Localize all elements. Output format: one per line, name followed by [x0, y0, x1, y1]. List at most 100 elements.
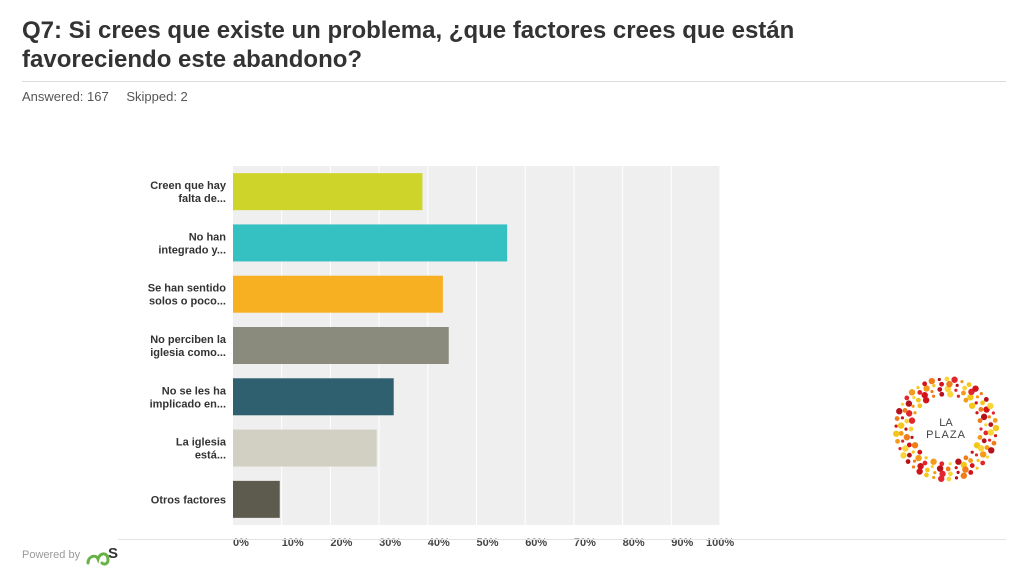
logo-dot [955, 458, 962, 465]
logo-dot [956, 470, 960, 474]
logo-dot [988, 447, 995, 454]
logo-dot [946, 476, 952, 482]
logo-dot [951, 376, 958, 383]
x-tick-label: 10% [282, 537, 304, 549]
logo-dot [894, 424, 898, 428]
logo-dot [895, 438, 900, 444]
bar [233, 378, 394, 416]
logo-dot [930, 464, 934, 469]
logo-text-line2: PLAZA [926, 429, 966, 441]
logo-dot [981, 438, 987, 444]
logo-dot [901, 439, 905, 443]
logo-dot [944, 385, 952, 393]
logo-dot [907, 452, 912, 458]
title-divider [22, 81, 1006, 82]
logo-dot [976, 458, 980, 463]
logo-dot [945, 466, 951, 472]
logo-dot [913, 411, 917, 415]
logo-dot [956, 394, 961, 398]
logo-dot [908, 389, 916, 396]
logo-dot [977, 418, 983, 424]
logo-dot [931, 394, 936, 398]
logo-dot [908, 426, 914, 432]
x-tick-label: 50% [477, 537, 499, 549]
logo-dot [968, 458, 974, 463]
logo-dot [912, 459, 917, 463]
logo-dot [980, 413, 988, 421]
logo-dot [898, 446, 902, 451]
bars [233, 173, 508, 518]
x-tick-label: 20% [330, 537, 352, 549]
logo-dot [923, 385, 930, 392]
x-tick-label: 90% [671, 537, 693, 549]
logo-dot [911, 442, 919, 449]
x-tick-label: 60% [525, 537, 547, 549]
category-label: está... [195, 450, 226, 462]
logo-dot [988, 422, 994, 427]
page-title: Q7: Si crees que existe un problema, ¿qu… [22, 17, 795, 73]
response-stats: Answered: 167 Skipped: 2 [22, 89, 202, 104]
logo-dot [924, 472, 929, 478]
logo-dot [939, 381, 944, 387]
logo-dot [977, 445, 985, 452]
logo-dot [902, 408, 908, 413]
logo-dot [987, 438, 992, 442]
x-tick-label: 30% [379, 537, 401, 549]
logo-dot [917, 390, 923, 395]
category-label: No han [189, 231, 227, 243]
logo-dot [984, 445, 990, 450]
logo-dot [936, 465, 944, 472]
powered-by-text: Powered by [22, 549, 81, 561]
bar [233, 327, 449, 364]
logo-dot [916, 385, 920, 390]
logo-dot [969, 463, 975, 468]
x-tick-label: 0% [233, 537, 249, 549]
bar [233, 480, 280, 518]
logo-dot [922, 396, 930, 404]
logo-dot [962, 385, 967, 391]
logo-dot [937, 377, 941, 382]
logo-dot [979, 427, 983, 431]
logo-dot [896, 408, 903, 415]
logo-dot [975, 411, 979, 415]
logo-dot [903, 434, 911, 441]
category-label: Se han sentido [148, 283, 227, 295]
logo-dot [968, 470, 974, 475]
logo-dot [980, 460, 986, 466]
logo-dot [932, 475, 936, 480]
logo-dot [974, 453, 979, 457]
logo-dot [922, 460, 928, 466]
category-label: No perciben la [150, 334, 227, 346]
category-label: solos o poco... [149, 296, 226, 308]
logo-dot [991, 440, 997, 446]
logo-dot [987, 429, 995, 436]
category-label: implicado en... [150, 398, 226, 410]
logo-dot [904, 427, 908, 431]
brand-letter: S [108, 545, 119, 562]
logo-dot [930, 458, 937, 465]
logo-dot [987, 402, 994, 410]
logo-dot [910, 435, 914, 439]
logo-dot [915, 454, 922, 462]
logo-dot [939, 470, 946, 478]
logo-text-line1: LA [939, 417, 953, 429]
logo-dot [954, 388, 958, 392]
logo-dot [939, 461, 945, 467]
category-label: integrado y... [158, 244, 226, 256]
logo-dot [915, 397, 921, 403]
logo-dot [893, 430, 900, 437]
surveymonkey-logo-icon [86, 552, 110, 566]
logo-dot [911, 404, 915, 408]
logo-dot [948, 462, 952, 466]
answered-count: Answered: 167 [22, 89, 109, 104]
logo-dot [968, 402, 976, 409]
category-label: Creen que hay [150, 180, 227, 192]
x-tick-label: 80% [623, 537, 645, 549]
la-plaza-logo: LA PLAZA [893, 376, 999, 482]
category-label: No se les ha [162, 385, 227, 397]
logo-dot [922, 381, 928, 387]
x-tick-labels: 0% 10% 20% 30% 40% 50% 60% 70% 80% 90% 100% [233, 537, 734, 549]
logo-dot [954, 476, 959, 480]
